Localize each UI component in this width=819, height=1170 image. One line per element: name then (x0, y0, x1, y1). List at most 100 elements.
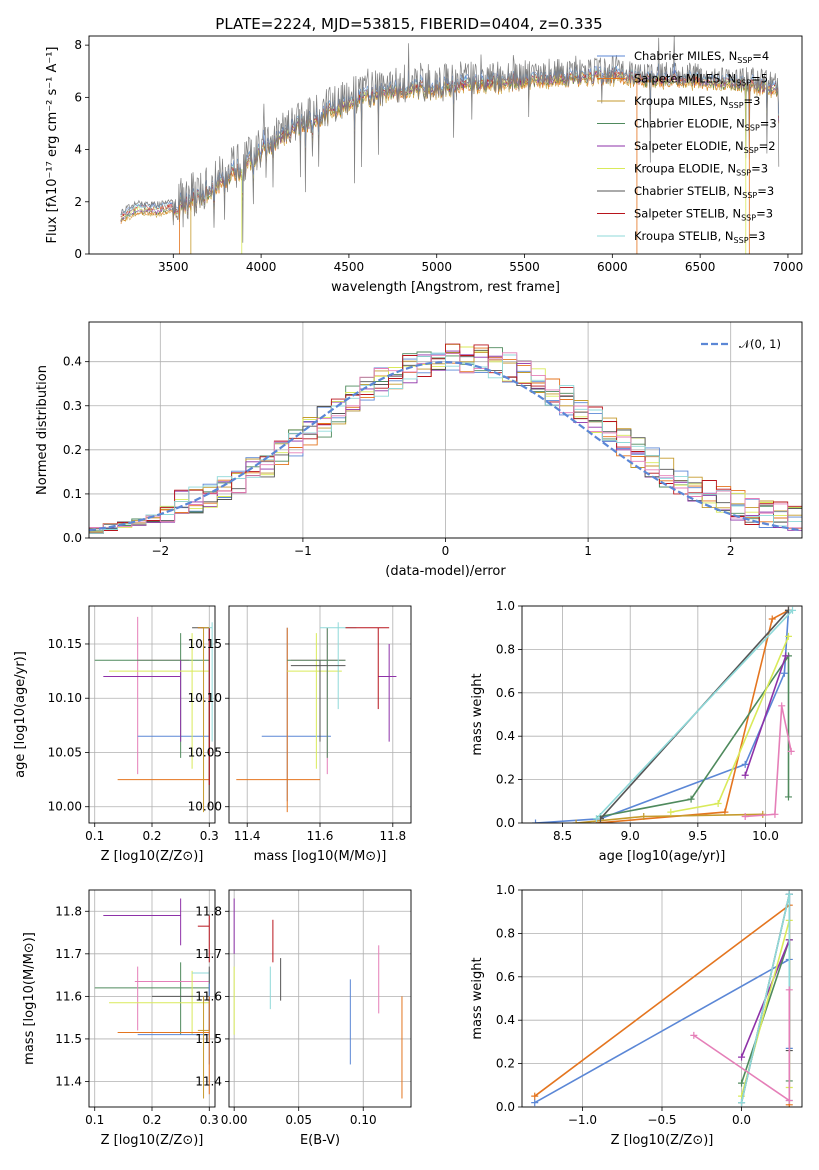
y-tick-label: 10.10 (48, 691, 82, 705)
x-tick-label: 0.2 (142, 1113, 161, 1127)
errorbar-point (261, 627, 331, 802)
errorbar-point (290, 660, 346, 742)
plus-marker (738, 1092, 746, 1100)
y-tick-label: 0.4 (496, 729, 515, 743)
x-tick-label: 6500 (685, 260, 716, 274)
legend-entry: Kroupa STELIB, NSSP=3 (634, 229, 765, 245)
x-tick-label: 8.5 (553, 829, 572, 843)
legend-suffix: =3 (751, 162, 768, 176)
plus-marker (690, 1031, 698, 1039)
axes-frame (88, 35, 803, 255)
legend-entry: 𝒩(0, 1) (739, 337, 781, 351)
y-tick-label: 11.7 (195, 947, 222, 961)
plus-marker (572, 819, 580, 823)
error-bars (94, 616, 213, 813)
x-tick-label: 0.2 (142, 829, 161, 843)
legend-entry: Salpeter MILES, NSSP=5 (634, 72, 768, 88)
y-tick-label: 4 (74, 143, 82, 157)
y-axis-label: mass weight (470, 957, 485, 1039)
legend-suffix: =3 (749, 229, 766, 243)
series-chabrier-elodie (740, 939, 791, 1084)
x-tick-label: −1 (294, 544, 312, 558)
x-tick-label: −2 (151, 544, 169, 558)
plus-marker (741, 771, 749, 779)
errorbar-point (287, 627, 346, 758)
y-axis-label: age [log10(age/yr)] (13, 651, 28, 778)
series-lines (532, 606, 797, 823)
x-tick-label: 10.0 (752, 829, 779, 843)
plus-marker (640, 812, 648, 820)
x-axis-label: Z [log10(Z/Z⊙)] (611, 1133, 714, 1148)
legend-suffix: =4 (752, 49, 769, 63)
plus-marker (532, 819, 540, 823)
errorbar-point (378, 643, 397, 742)
axes-frame (521, 889, 803, 1108)
spectrum-panel: 3500 4000 4500 5000 5500 6000 6500 7000 0 2 4 6 8 PLA… (45, 15, 803, 295)
spectrum-line-chabrier-stelib (120, 36, 780, 243)
plus-marker (741, 760, 749, 768)
legend-sub: SSP (734, 236, 749, 245)
plus-marker (785, 1096, 793, 1104)
series-pink (745, 705, 792, 818)
legend-entry: Salpeter STELIB, NSSP=3 (634, 207, 773, 223)
legend-suffix: =3 (756, 207, 773, 221)
legend-sub: SSP (737, 56, 752, 65)
mass_vs_Z-panel: 0.1 0.2 0.3 11.4 11.5 11.6 11.7 11.8 Z [log10(Z/… (22, 889, 219, 1148)
errorbar-point (109, 970, 210, 1035)
y-tick-label: 0.2 (496, 1057, 515, 1071)
y-tick-label: 10.05 (48, 745, 82, 759)
plus-marker (785, 890, 793, 898)
y-tick-label: 11.4 (55, 1074, 82, 1088)
y-tick-label: 2 (74, 195, 82, 209)
mass_vs_ebv-panel: 0.00 0.05 0.10 11.4 11.5 11.6 11.7 11.8 E(B-V) (195, 889, 412, 1148)
errorbar-point (137, 616, 190, 775)
x-tick-label: 0.10 (350, 1113, 377, 1127)
legend-sub: SSP (742, 191, 757, 200)
y-tick-label: 10.15 (188, 637, 222, 651)
y-tick-label: 10.15 (48, 637, 82, 651)
y-tick-label: 11.7 (55, 947, 82, 961)
legend-entry: Chabrier STELIB, NSSP=3 (634, 184, 774, 200)
legend-label: Kroupa MILES, N (634, 94, 729, 108)
plus-marker (531, 1099, 539, 1107)
y-tick-label: 0.8 (496, 642, 515, 656)
plus-marker (738, 1053, 746, 1061)
histogram-kroupa-stelib (89, 352, 802, 534)
y-tick-label: 10.05 (188, 745, 222, 759)
legend-sub: SSP (729, 101, 744, 110)
x-tick-label: 3500 (158, 260, 189, 274)
axes-frame (88, 321, 803, 539)
x-tick-label: −1.0 (568, 1113, 597, 1127)
legend-sub: SSP (745, 124, 760, 133)
normal-curve (89, 360, 802, 532)
x-axis-label: (data-model)/error (385, 564, 506, 579)
age_vs_Z-panel: 0.1 0.2 0.3 10.00 10.05 10.10 10.15 Z [log10(Z/… (13, 605, 219, 864)
errorbar-point (109, 633, 210, 769)
y-axis-label: mass [log10(M/M⊙)] (22, 932, 37, 1065)
axes-frame (521, 605, 803, 824)
plus-marker (687, 795, 695, 803)
legend-label: Salpeter MILES, N (634, 72, 736, 86)
y-tick-label: 11.8 (195, 904, 222, 918)
x-tick-label: −0.5 (647, 1113, 676, 1127)
legend-label: Kroupa STELIB, N (634, 229, 734, 243)
axes-frame (88, 605, 216, 824)
y-tick-label: 10.10 (188, 691, 222, 705)
y-tick-label: 0.4 (63, 355, 82, 369)
series-lines (531, 890, 793, 1107)
errorbar-point (287, 633, 342, 769)
legend-entry: Kroupa ELODIE, NSSP=3 (634, 162, 768, 178)
series-salpeter-elodie (744, 655, 787, 776)
y-tick-label: 0.1 (63, 487, 82, 501)
massweight_vs_Z-panel: −1.0 −0.5 0.0 0.0 0.2 0.4 0.6 0.8 1.0 Z [log10(Z/… (470, 883, 803, 1148)
y-tick-label: 0.6 (496, 970, 515, 984)
x-tick-label: 0.1 (85, 829, 104, 843)
plus-marker (780, 669, 788, 677)
legend: 𝒩(0, 1) (701, 337, 781, 351)
errorbar-point (197, 915, 210, 963)
x-tick-label: 0 (442, 544, 450, 558)
y-tick-label: 11.5 (195, 1032, 222, 1046)
x-axis-label: Z [log10(Z/Z⊙)] (101, 1133, 204, 1148)
errorbar-point (345, 627, 390, 710)
